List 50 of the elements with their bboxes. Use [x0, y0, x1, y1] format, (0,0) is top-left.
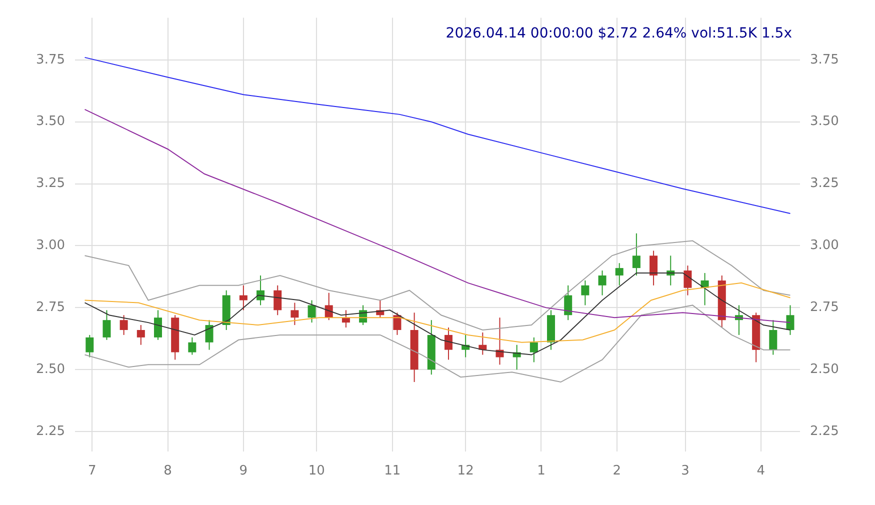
x-tick-label: 2 — [612, 464, 622, 479]
y-tick-label: 3.00 — [36, 238, 65, 254]
x-tick-label: 8 — [164, 464, 172, 479]
candlestick — [769, 320, 778, 356]
candlestick — [632, 232, 640, 276]
x-tick-label: 11 — [384, 464, 401, 479]
candlestick — [530, 336, 538, 363]
candlestick — [598, 270, 606, 296]
y-tick-label: 3.50 — [36, 114, 65, 130]
y-tick-label: 2.50 — [36, 362, 65, 378]
x-tick-label: 10 — [308, 464, 325, 479]
candlestick — [120, 314, 128, 336]
y-tick-label: 3.75 — [36, 52, 65, 68]
candlestick — [102, 310, 111, 340]
candlestick — [342, 310, 350, 328]
candlestick — [444, 327, 452, 360]
y2-tick-label: 3.00 — [810, 238, 839, 254]
x-tick-label: 3 — [681, 464, 690, 479]
candlestick — [308, 300, 316, 324]
candlestick — [136, 324, 145, 346]
candlestick — [188, 336, 196, 356]
y-tick-label: 3.25 — [36, 176, 65, 192]
candlestick — [86, 334, 94, 358]
candlestick — [393, 312, 402, 336]
y2-tick-label: 2.75 — [810, 300, 839, 316]
candlestick — [239, 284, 248, 311]
x-tick-label: 4 — [756, 464, 766, 479]
x-tick-label: 12 — [457, 464, 474, 479]
candlestick — [615, 262, 624, 286]
candlestick — [154, 310, 162, 340]
candlestick — [290, 302, 299, 326]
x-tick-label: 9 — [239, 464, 248, 479]
y2-tick-label: 3.25 — [810, 176, 839, 192]
candlestick — [274, 284, 282, 316]
text: 2026.04.14 00:00:00 $2.72 2.64% vol:51.5K 1.5x — [446, 25, 792, 42]
y-tick-label: 2.25 — [36, 424, 65, 439]
candlestick — [205, 320, 214, 350]
candlestick — [786, 304, 794, 336]
y2-tick-label: 3.50 — [810, 114, 839, 130]
x-tick-label: 7 — [88, 464, 96, 479]
y2-tick-label: 2.25 — [810, 424, 839, 439]
candlestick — [256, 274, 265, 306]
candlestick — [684, 265, 692, 296]
x-tick-label: 1 — [537, 464, 546, 479]
candlestick — [650, 250, 658, 286]
y-tick-label: 2.75 — [36, 300, 65, 316]
candlestick — [581, 280, 590, 306]
y2-tick-label: 3.75 — [810, 52, 839, 68]
y2-tick-label: 2.50 — [810, 362, 839, 378]
candlestick — [564, 284, 572, 321]
